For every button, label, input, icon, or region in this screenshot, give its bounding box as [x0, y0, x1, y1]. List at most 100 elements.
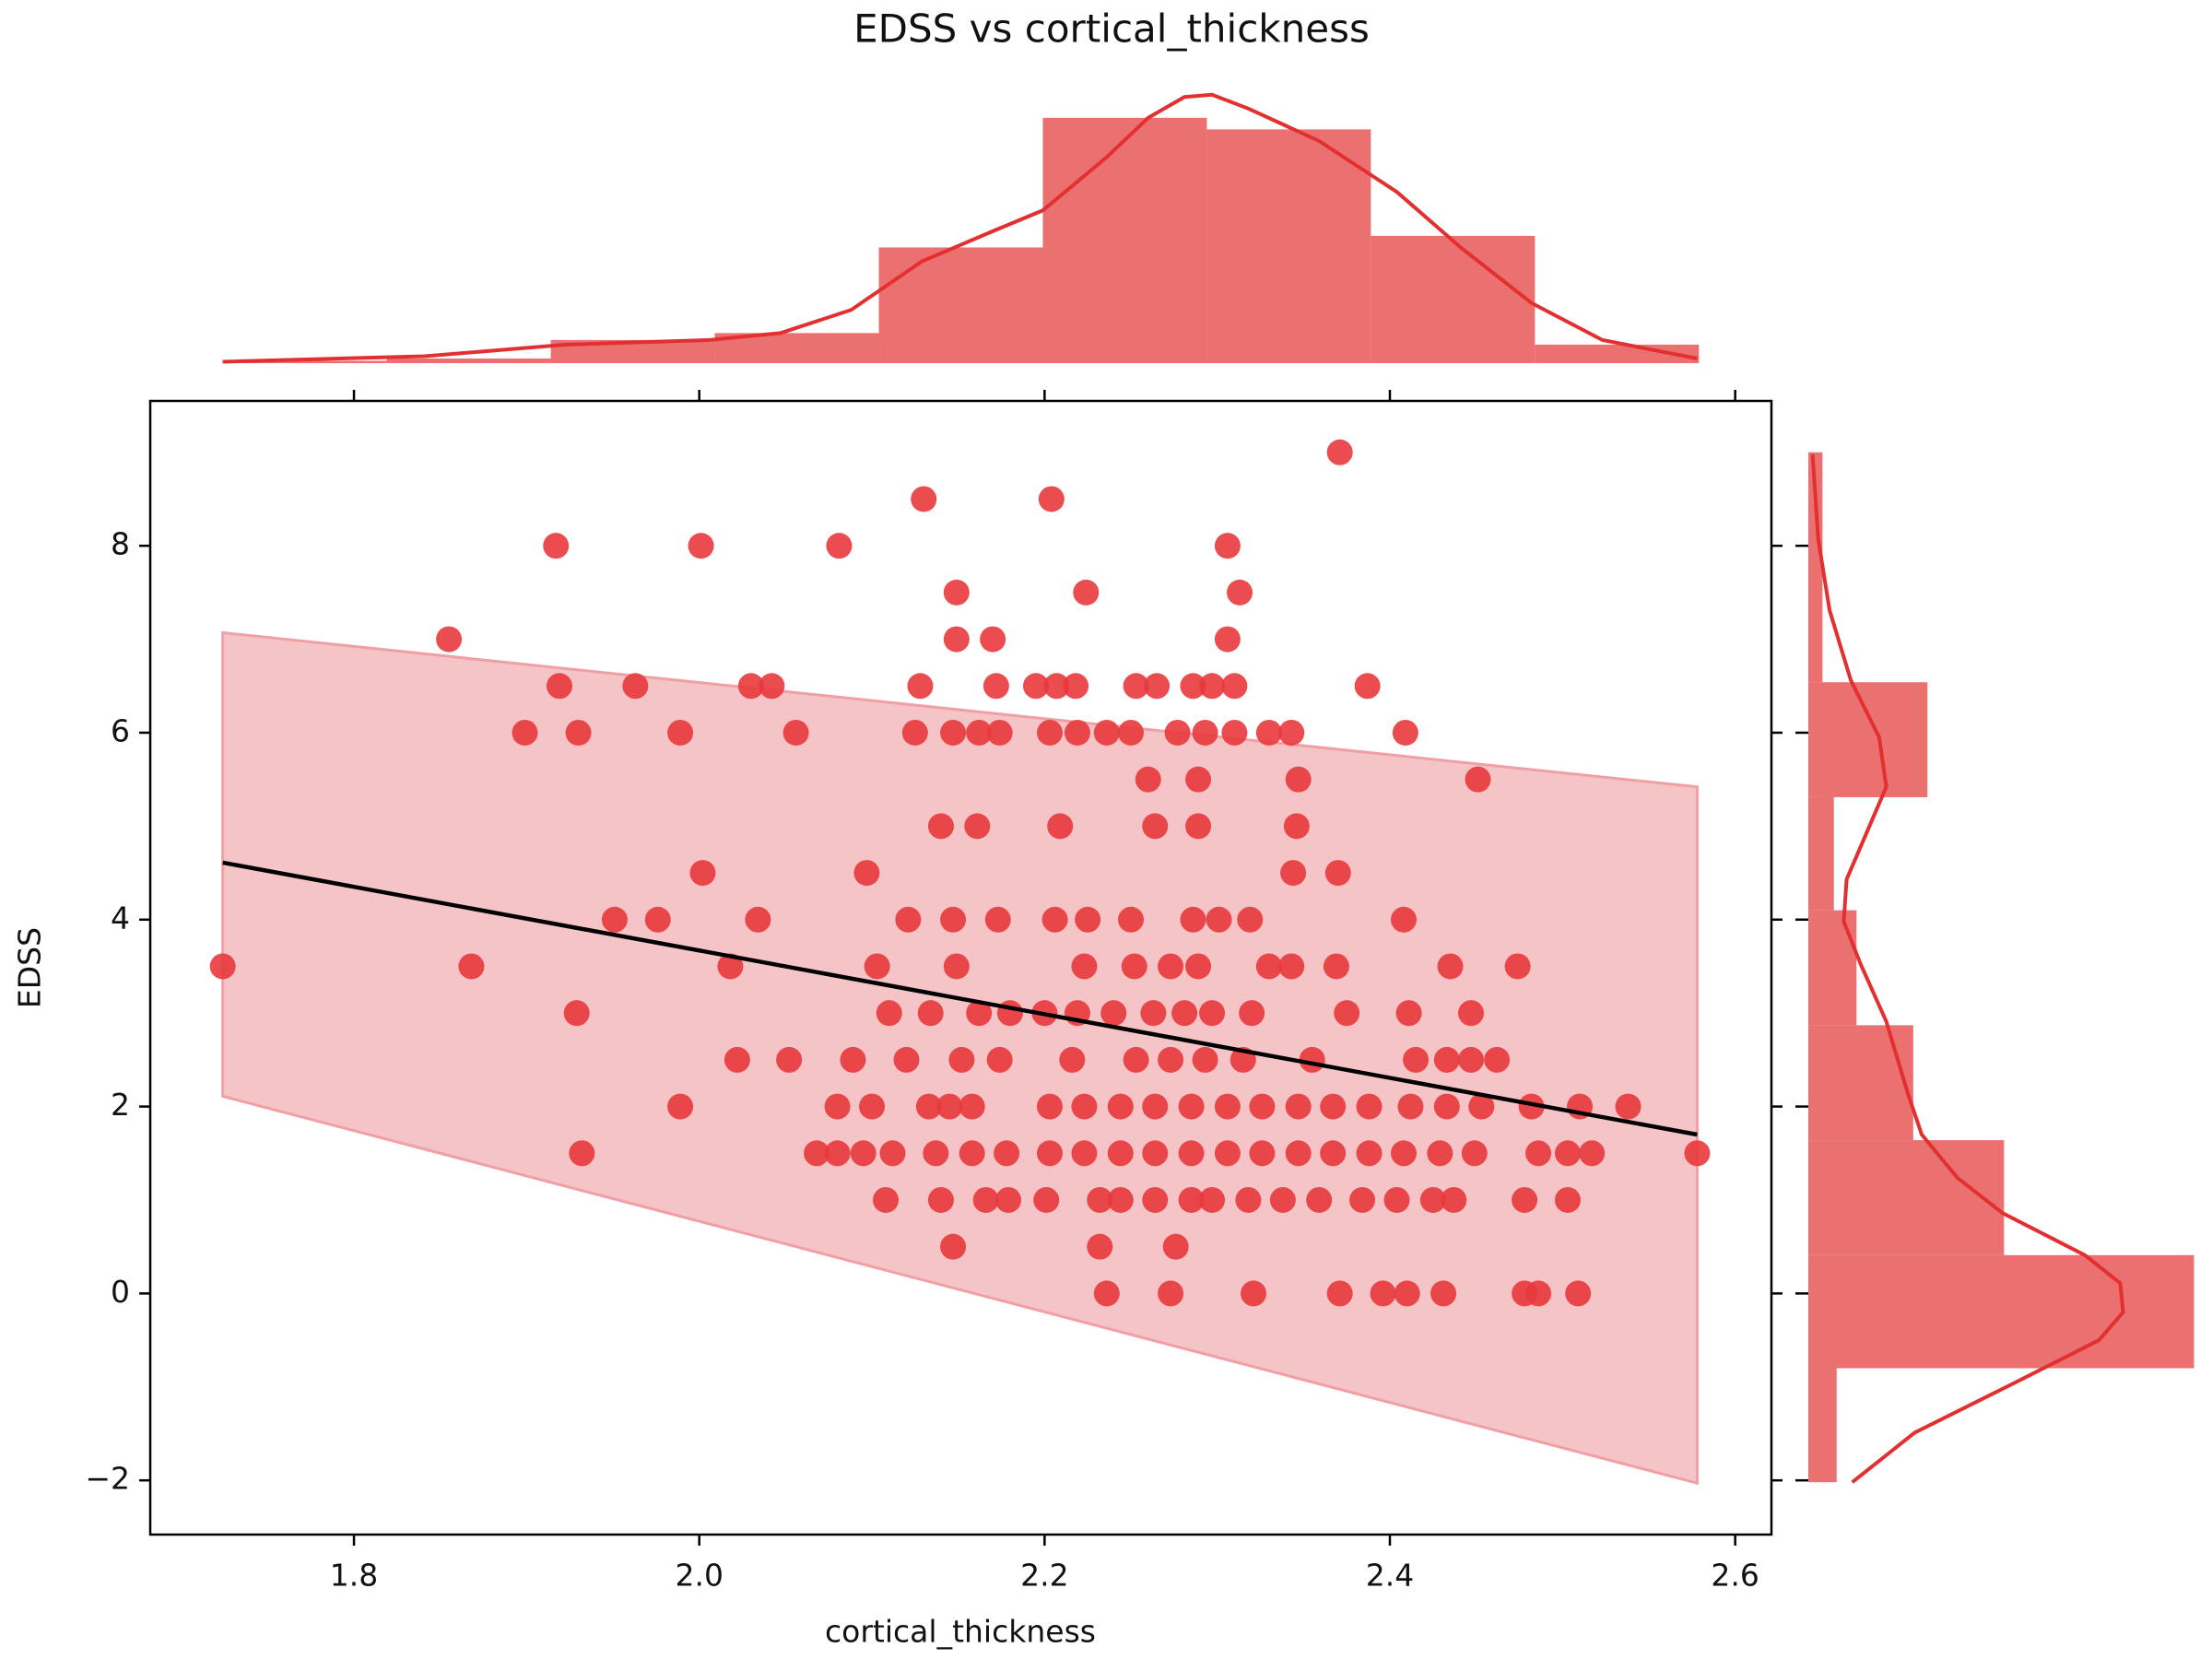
scatter-point	[1430, 1280, 1457, 1307]
scatter-point	[1465, 766, 1491, 793]
scatter-point	[1239, 1000, 1265, 1027]
x-tick-label: 2.2	[1020, 1558, 1068, 1594]
scatter-point	[1461, 1140, 1488, 1167]
scatter-point	[1525, 1140, 1552, 1167]
scatter-point	[986, 719, 1013, 746]
scatter-point	[1144, 673, 1171, 700]
scatter-point	[893, 1046, 920, 1073]
scatter-point	[1356, 1140, 1382, 1167]
scatter-point	[1525, 1280, 1552, 1307]
scatter-point	[1565, 1280, 1592, 1307]
scatter-point	[1394, 1280, 1420, 1307]
scatter-point	[1280, 860, 1307, 887]
scatter-point	[1118, 906, 1145, 933]
scatter-point	[1504, 953, 1531, 980]
scatter-point	[943, 953, 970, 980]
scatter-point	[1142, 1186, 1169, 1213]
scatter-point	[1392, 719, 1418, 746]
scatter-point	[1235, 1186, 1262, 1213]
scatter-point	[1192, 1046, 1218, 1073]
scatter-point	[667, 719, 694, 746]
scatter-point	[546, 673, 572, 700]
scatter-point	[895, 906, 922, 933]
scatter-point	[1285, 1093, 1312, 1120]
scatter-point	[1107, 1093, 1134, 1120]
scatter-point	[1214, 626, 1241, 653]
right-histogram-bar	[1808, 910, 1857, 1026]
scatter-point	[1142, 813, 1169, 840]
scatter-point	[824, 1093, 851, 1120]
scatter-point	[1437, 953, 1464, 980]
scatter-point	[966, 1000, 993, 1027]
scatter-point	[737, 673, 764, 700]
scatter-point	[1199, 1186, 1226, 1213]
scatter-point	[1158, 953, 1184, 980]
scatter-point	[1038, 486, 1065, 512]
scatter-point	[1320, 1093, 1347, 1120]
scatter-point	[1158, 1280, 1184, 1307]
scatter-point	[1397, 1093, 1424, 1120]
scatter-point	[209, 953, 236, 980]
scatter-point	[1349, 1186, 1376, 1213]
scatter-point	[1395, 1000, 1422, 1027]
scatter-point	[1036, 1093, 1063, 1120]
scatter-point	[1403, 1046, 1430, 1073]
scatter-point	[923, 1140, 949, 1167]
scatter-point	[1458, 1046, 1485, 1073]
scatter-point	[543, 533, 570, 559]
scatter-point	[901, 719, 928, 746]
scatter-point	[1278, 953, 1305, 980]
scatter-point	[1285, 766, 1312, 793]
scatter-point	[1255, 953, 1282, 980]
scatter-point	[1206, 906, 1232, 933]
x-tick-label: 2.0	[675, 1558, 723, 1594]
scatter-point	[1178, 1093, 1205, 1120]
scatter-point	[850, 1140, 877, 1167]
right-kde-line	[1810, 453, 2125, 1484]
scatter-point	[1059, 1046, 1086, 1073]
scatter-point	[563, 1000, 590, 1027]
scatter-point	[1164, 719, 1191, 746]
scatter-point	[1171, 1000, 1198, 1027]
scatter-point	[1255, 719, 1282, 746]
right-histogram-bar	[1808, 1025, 1913, 1141]
scatter-point	[1047, 813, 1074, 840]
scatter-point	[1554, 1186, 1581, 1213]
scatter-point	[1269, 1186, 1296, 1213]
scatter-point	[1323, 953, 1349, 980]
scatter-point	[804, 1140, 830, 1167]
y-tick-label: 2	[111, 1087, 130, 1123]
scatter-point	[1390, 1140, 1417, 1167]
scatter-point	[1214, 1140, 1241, 1167]
scatter-point	[1383, 1186, 1410, 1213]
scatter-point	[907, 673, 934, 700]
scatter-point	[1093, 719, 1120, 746]
scatter-point	[1121, 953, 1147, 980]
scatter-point	[1022, 673, 1049, 700]
scatter-point	[1278, 719, 1305, 746]
scatter-point	[986, 1046, 1013, 1073]
scatter-point	[1107, 1140, 1134, 1167]
scatter-point	[745, 906, 771, 933]
scatter-point	[1043, 673, 1070, 700]
scatter-point	[1162, 1233, 1189, 1260]
chart-title: EDSS vs cortical_thickness	[853, 6, 1370, 52]
scatter-point	[1142, 1140, 1169, 1167]
scatter-point	[759, 673, 785, 700]
scatter-point	[1180, 673, 1206, 700]
scatter-point	[1326, 439, 1353, 465]
scatter-point	[1458, 1000, 1485, 1027]
scatter-point	[911, 486, 937, 512]
top-kde-line	[222, 92, 1698, 364]
scatter-point	[1468, 1093, 1495, 1120]
scatter-point	[959, 1140, 985, 1167]
scatter-point	[1158, 1046, 1184, 1073]
scatter-point	[1142, 1093, 1169, 1120]
scatter-point	[996, 1000, 1023, 1027]
scatter-point	[824, 1140, 851, 1167]
y-tick-label: 4	[111, 900, 130, 935]
scatter-point	[1180, 906, 1206, 933]
scatter-point	[940, 1233, 967, 1260]
scatter-point	[1199, 673, 1226, 700]
